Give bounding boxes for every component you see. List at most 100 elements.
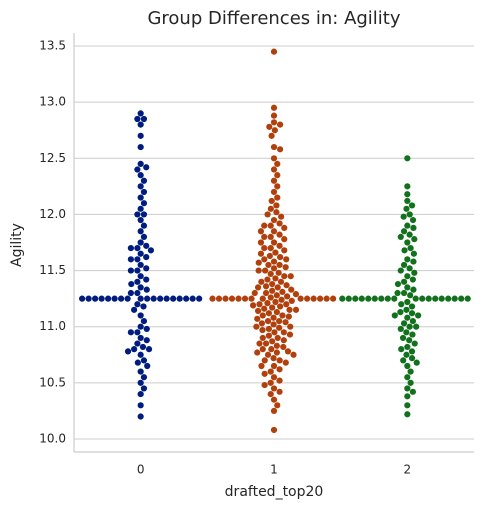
y-tick-label: 10.0 <box>39 431 66 445</box>
point <box>259 346 266 353</box>
point <box>268 197 275 205</box>
point <box>251 289 258 297</box>
point <box>276 231 283 238</box>
point <box>262 289 270 297</box>
point <box>270 188 278 196</box>
point <box>256 340 263 347</box>
point <box>269 287 276 294</box>
point <box>140 115 148 123</box>
point <box>407 379 414 386</box>
point <box>266 123 273 130</box>
point <box>419 295 426 302</box>
point <box>134 211 141 218</box>
point <box>297 295 304 302</box>
point <box>144 295 151 302</box>
point <box>272 275 279 282</box>
point <box>280 343 287 351</box>
point <box>255 259 262 266</box>
point <box>228 295 236 302</box>
point <box>270 228 278 235</box>
point <box>404 298 411 306</box>
point <box>134 289 141 297</box>
point <box>403 351 410 358</box>
point <box>400 261 408 269</box>
point <box>409 388 416 395</box>
point <box>394 280 402 288</box>
point <box>275 269 282 276</box>
point <box>413 323 420 330</box>
point <box>274 172 281 179</box>
point <box>137 312 144 319</box>
point <box>261 245 268 252</box>
point <box>270 166 278 173</box>
point <box>267 270 274 278</box>
point <box>137 183 144 190</box>
point <box>397 233 404 240</box>
point <box>140 200 148 207</box>
point <box>404 362 411 370</box>
point <box>262 283 270 290</box>
point <box>253 323 260 330</box>
point <box>403 329 410 336</box>
point <box>292 291 300 298</box>
point <box>269 304 276 311</box>
point <box>144 362 151 370</box>
point <box>261 233 268 240</box>
point <box>137 284 144 291</box>
point <box>267 294 274 301</box>
point <box>397 309 404 316</box>
point <box>134 256 141 263</box>
point <box>404 183 411 190</box>
point <box>345 295 352 302</box>
point <box>267 222 274 229</box>
point <box>265 310 272 317</box>
point <box>264 276 271 283</box>
point <box>276 317 283 325</box>
point <box>400 357 407 364</box>
point <box>261 381 268 389</box>
point <box>255 267 262 274</box>
point <box>267 368 274 375</box>
point <box>458 295 465 302</box>
point <box>215 295 223 302</box>
point <box>304 295 311 302</box>
point <box>268 132 275 139</box>
point <box>266 252 273 260</box>
point <box>283 256 290 263</box>
point <box>397 267 404 274</box>
point <box>276 261 283 269</box>
point <box>406 265 413 272</box>
point <box>270 265 278 272</box>
point <box>127 256 134 263</box>
point <box>262 340 270 347</box>
point <box>264 300 271 307</box>
point <box>258 362 265 370</box>
point <box>408 355 416 362</box>
point <box>270 426 278 434</box>
point <box>276 324 283 331</box>
point <box>170 295 177 302</box>
point <box>310 295 317 302</box>
point <box>270 119 278 126</box>
point <box>137 390 144 398</box>
point <box>137 379 144 386</box>
point <box>261 256 268 263</box>
point <box>287 273 294 280</box>
point <box>183 295 190 302</box>
point <box>259 312 266 319</box>
point <box>270 177 278 184</box>
point <box>279 288 286 295</box>
point <box>404 256 411 263</box>
y-tick-label: 10.5 <box>39 375 66 389</box>
y-tick-label: 11.5 <box>39 263 66 277</box>
point <box>276 146 284 153</box>
point <box>137 216 144 224</box>
point <box>398 346 405 353</box>
point <box>137 261 144 269</box>
point <box>273 342 280 349</box>
point <box>403 306 410 313</box>
point <box>409 331 416 338</box>
point <box>270 314 277 321</box>
point <box>358 295 365 302</box>
